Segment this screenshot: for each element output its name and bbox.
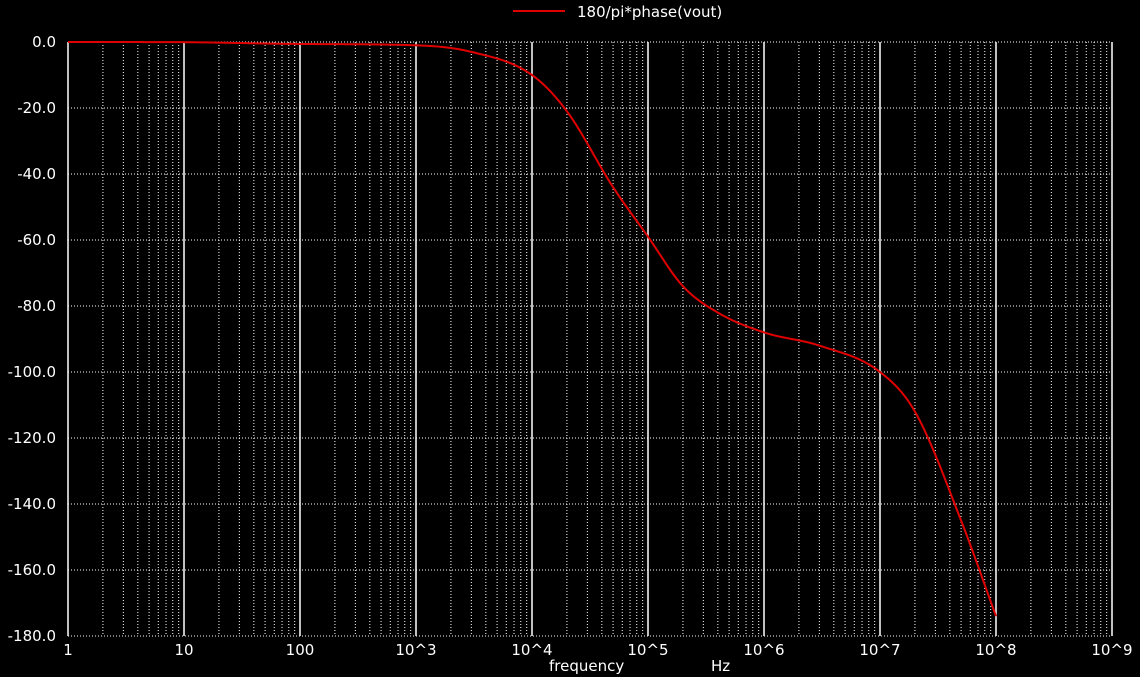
x-tick-label: 10^6: [743, 641, 784, 659]
x-axis-unit: Hz: [711, 657, 730, 675]
y-tick-label: -80.0: [17, 297, 56, 315]
x-tick-label: 100: [286, 641, 315, 659]
x-tick-label: 10^3: [395, 641, 436, 659]
y-tick-label: 0.0: [32, 33, 56, 51]
x-tick-label: 1: [63, 641, 73, 659]
major-grid: [67, 41, 1113, 637]
series-layer: [68, 41, 997, 617]
minor-grid: [102, 42, 1108, 636]
y-tick-label: -100.0: [8, 363, 56, 381]
x-tick-label: 10^8: [975, 641, 1016, 659]
y-tick-label: -40.0: [17, 165, 56, 183]
legend: 180/pi*phase(vout): [513, 3, 722, 21]
x-axis-ticks: 1 10 100 10^3 10^4 10^5 10^6 10^7 10^8 10^9: [63, 641, 1132, 659]
x-tick-label: 10^5: [627, 641, 668, 659]
x-axis-title: frequency: [549, 657, 624, 675]
legend-label: 180/pi*phase(vout): [577, 3, 722, 21]
y-tick-label: -120.0: [8, 429, 56, 447]
y-tick-label: -60.0: [17, 231, 56, 249]
x-tick-label: 10: [174, 641, 193, 659]
y-tick-label: -20.0: [17, 99, 56, 117]
x-tick-label: 10^9: [1091, 641, 1132, 659]
series-line: [68, 41, 997, 617]
x-tick-label: 10^4: [511, 641, 552, 659]
y-axis-ticks: 0.0 -20.0 -40.0 -60.0 -80.0 -100.0 -120.0 -140.…: [8, 33, 56, 645]
y-tick-label: -140.0: [8, 495, 56, 513]
x-tick-label: 10^7: [859, 641, 900, 659]
y-tick-label: -180.0: [8, 627, 56, 645]
y-tick-label: -160.0: [8, 561, 56, 579]
